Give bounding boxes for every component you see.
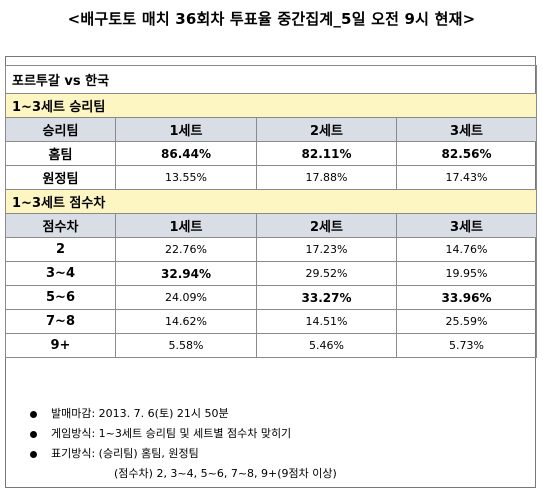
row-label: 9+ [5,333,116,358]
table-row: 9+ 5.58% 5.46% 5.73% [5,333,538,358]
list-item: 게임방식: 1~3세트 승리팀 및 세트별 점수차 맞히기 [30,424,337,444]
bullet-icon [30,450,37,458]
table-row: 5~6 24.09% 33.27% 33.96% [5,285,538,310]
value-cell: 5.58% [115,333,257,358]
header-cell: 1세트 [115,213,257,238]
value-cell: 82.56% [395,141,538,166]
value-cell: 17.23% [256,237,397,262]
note-deadline: 발매마감: 2013. 7. 6(토) 21시 50분 [51,407,229,420]
note-notation-sub: (점수차) 2, 3~4, 5~6, 7~8, 9+(9점차 이상) [114,467,337,480]
table-row: 2 22.76% 17.23% 14.76% [5,237,538,262]
value-cell: 13.55% [115,165,257,190]
value-cell: 25.59% [395,309,538,334]
list-item: 표기방식: (승리팀) 홈팀, 원정팀 [30,444,337,464]
table-row: 3~4 32.94% 29.52% 19.95% [5,261,538,286]
row-label: 홈팀 [5,141,116,166]
section-winner-title: 1~3세트 승리팀 [4,93,538,118]
value-cell: 19.95% [395,261,538,286]
value-cell: 17.88% [256,165,397,190]
header-cell: 점수차 [5,213,116,238]
value-cell: 24.09% [115,285,257,310]
notes-list: 발매마감: 2013. 7. 6(토) 21시 50분 게임방식: 1~3세트 … [30,404,337,484]
page-title: <배구토토 매치 36회차 투표율 중간집계_5일 오전 9시 현재> [67,10,476,28]
list-item: (점수차) 2, 3~4, 5~6, 7~8, 9+(9점차 이상) [30,464,337,484]
value-cell: 14.62% [115,309,257,334]
table-row: 7~8 14.62% 14.51% 25.59% [5,309,538,334]
value-cell: 14.51% [256,309,397,334]
row-label: 원정팀 [5,165,116,190]
value-cell: 86.44% [115,141,257,166]
value-cell: 32.94% [115,261,257,286]
list-item: 발매마감: 2013. 7. 6(토) 21시 50분 [30,404,337,424]
value-cell: 33.96% [395,285,538,310]
value-cell: 33.27% [256,285,397,310]
value-cell: 82.11% [256,141,397,166]
row-label: 3~4 [5,261,116,286]
section-margin-title: 1~3세트 점수차 [4,189,538,214]
header-cell: 1세트 [115,117,257,142]
value-cell: 5.46% [256,333,397,358]
vote-rate-table: 포르투갈 vs 한국 1~3세트 승리팀 승리팀 1세트 2세트 3세트 홈팀 … [4,65,538,358]
value-cell: 29.52% [256,261,397,286]
value-cell: 22.76% [115,237,257,262]
note-method: 게임방식: 1~3세트 승리팀 및 세트별 점수차 맞히기 [51,427,292,440]
row-label: 7~8 [5,309,116,334]
header-cell: 3세트 [395,117,538,142]
header-cell: 3세트 [395,213,538,238]
value-cell: 5.73% [395,333,538,358]
bullet-icon [30,430,37,438]
header-cell: 승리팀 [5,117,116,142]
value-cell: 14.76% [395,237,538,262]
table-row: 홈팀 86.44% 82.11% 82.56% [5,141,538,166]
note-notation: 표기방식: (승리팀) 홈팀, 원정팀 [51,447,199,460]
header-cell: 2세트 [256,117,397,142]
value-cell: 17.43% [395,165,538,190]
winner-header-row: 승리팀 1세트 2세트 3세트 [5,117,538,142]
row-label: 2 [5,237,116,262]
margin-header-row: 점수차 1세트 2세트 3세트 [5,213,538,238]
header-cell: 2세트 [256,213,397,238]
match-title: 포르투갈 vs 한국 [4,65,538,94]
bullet-icon [30,410,37,418]
row-label: 5~6 [5,285,116,310]
table-row: 원정팀 13.55% 17.88% 17.43% [5,165,538,190]
